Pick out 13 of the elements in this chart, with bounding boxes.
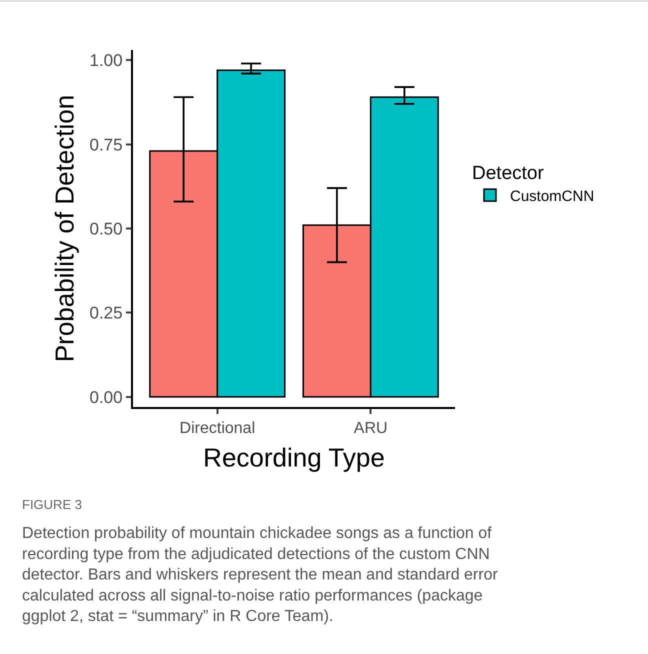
y-tick-label: 0.75 — [90, 135, 123, 154]
caption: FIGURE 3 — [22, 497, 82, 512]
x-tick-label: ARU — [354, 420, 388, 438]
legend-label: CustomCNN — [510, 188, 594, 205]
y-axis-title: Probability of Detection — [49, 94, 80, 362]
x-axis-title: Recording Type — [203, 442, 385, 472]
x-tick-label: Directional — [180, 420, 256, 438]
y-tick-label: 0.50 — [90, 219, 123, 238]
y-tick-label: 0.00 — [90, 388, 123, 407]
y-tick-label: 0.25 — [90, 304, 123, 323]
legend-title: Detector — [472, 162, 544, 184]
y-tick-label: 1.00 — [90, 51, 123, 70]
text: Detection probability of mountain chickadee songs as a function of recording type from the adjudicated detections of the custom CNN detector. Bars and whiskers represent the mean and standard error calculated across all signal-to-noise ratio performances (package ggplot 2, stat = “summary” in R Core Team). — [22, 525, 498, 626]
